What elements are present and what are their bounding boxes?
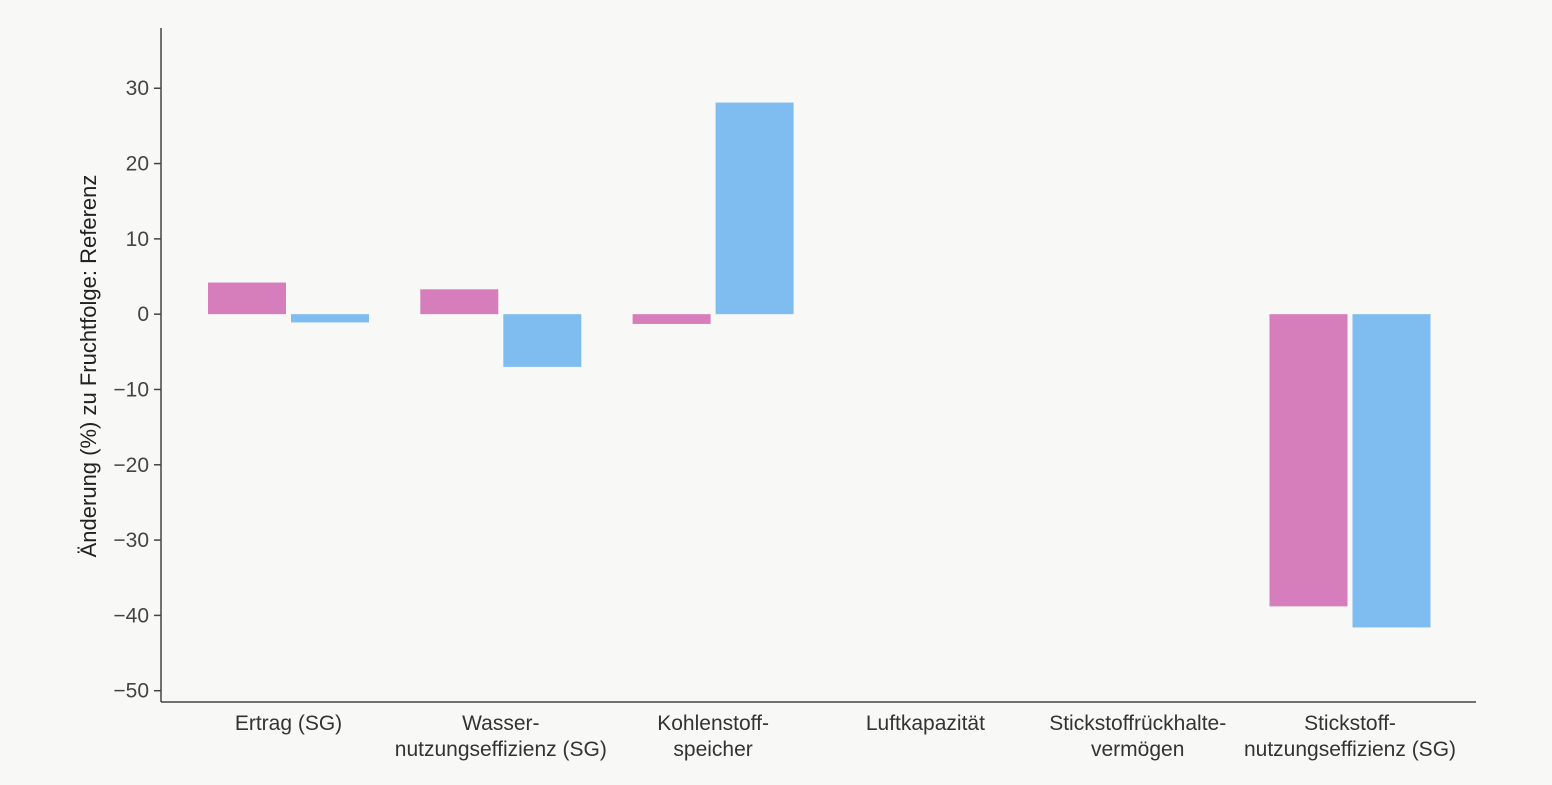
y-tick-label: −40 xyxy=(113,604,149,627)
bar-series-1-category-2 xyxy=(420,289,499,315)
y-tick-label: 30 xyxy=(126,77,149,100)
y-tick-label: −30 xyxy=(113,529,149,552)
y-tick-label: 20 xyxy=(126,153,149,176)
axes-layer xyxy=(160,28,1476,703)
y-tick-label: −10 xyxy=(113,378,149,401)
x-category-label: nutzungseffizienz (SG) xyxy=(1244,738,1456,761)
x-category-label: vermögen xyxy=(1091,738,1184,761)
x-category-label: Kohlenstoff- xyxy=(657,712,769,735)
bar-series-2-category-3 xyxy=(715,102,794,315)
x-category-label: Luftkapazität xyxy=(866,712,985,735)
bar-series-1-category-1 xyxy=(208,282,286,315)
x-category-label: speicher xyxy=(673,738,752,761)
y-tick-label: 0 xyxy=(137,303,149,326)
bars-layer xyxy=(208,102,1431,628)
bar-series-1-category-6 xyxy=(1269,314,1348,607)
x-category-labels: Ertrag (SG) Wasser-nutzungseffizienz (SG)… xyxy=(235,712,1456,761)
y-axis-title: Änderung (%) zu Fruchtfolge: Referenz xyxy=(76,175,101,558)
x-category-label: nutzungseffizienz (SG) xyxy=(395,738,607,761)
x-category-label: Stickstoff- xyxy=(1304,712,1396,735)
x-category-label: Ertrag (SG) xyxy=(235,712,342,735)
bar-series-1-category-3 xyxy=(632,314,711,324)
x-category-label: Wasser- xyxy=(462,712,539,735)
x-category-label: Stickstoffrückhalte- xyxy=(1049,712,1226,735)
bar-series-2-category-6 xyxy=(1352,314,1431,628)
y-ticks: 30 20 10 0 −10 −20 −30 −40 −50 xyxy=(113,77,161,703)
y-tick-label: −20 xyxy=(113,454,149,477)
y-tick-label: 10 xyxy=(126,228,149,251)
bar-series-2-category-2 xyxy=(503,314,582,367)
y-tick-label: −50 xyxy=(113,680,149,703)
bar-series-2-category-1 xyxy=(291,314,369,323)
